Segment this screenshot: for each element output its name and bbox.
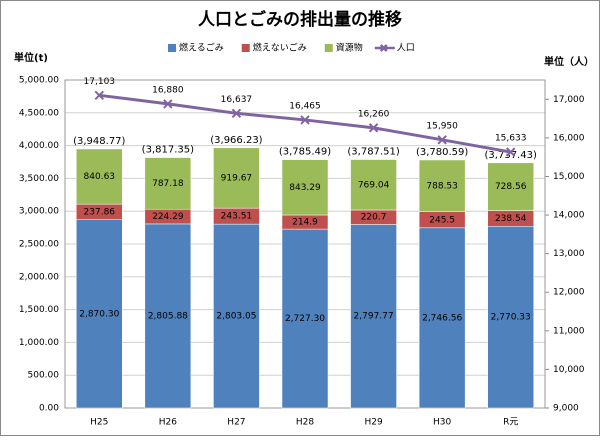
y-tick-label: 2,500.00 (19, 240, 59, 250)
y-tick-label: 5,000.00 (19, 76, 59, 86)
data-label: 728.56 (495, 182, 527, 192)
bar-segment (76, 219, 123, 409)
y2-tick-label: 17,000 (553, 95, 585, 105)
y-tick-label: 3,500.00 (19, 174, 59, 184)
legend-label: 燃えないごみ (253, 42, 307, 54)
data-label: 2,803.05 (216, 312, 256, 322)
line-label: 15,633 (495, 134, 527, 144)
total-label: (3,948.77) (73, 136, 125, 147)
legend-label: 燃えるごみ (179, 42, 224, 54)
bar-segment (213, 223, 260, 409)
data-label: 2,746.56 (422, 313, 462, 323)
line-label: 16,465 (289, 101, 321, 111)
line-label: 16,260 (358, 109, 390, 119)
y-tick-label: 1,500.00 (19, 305, 59, 315)
line-marker (437, 135, 447, 145)
y2-tick-label: 9,000 (553, 404, 579, 414)
bar-segment (418, 159, 466, 212)
legend-swatch (374, 44, 395, 52)
bar-segment (144, 157, 192, 210)
line-label: 15,950 (426, 121, 458, 131)
y-tick-label: 4,000.00 (19, 141, 59, 151)
bar-segment (487, 162, 534, 211)
line-marker (368, 123, 379, 133)
data-label: 788.53 (426, 181, 458, 191)
legend-swatch (168, 44, 176, 52)
y2-tick-label: 10,000 (553, 365, 585, 375)
data-label: 2,870.30 (79, 309, 119, 319)
y2-tick-label: 11,000 (553, 326, 585, 336)
total-label: (3,780.59) (416, 147, 468, 158)
x-tick-label: H27 (227, 418, 245, 428)
bar-segment (281, 228, 329, 409)
y2-tick-label: 12,000 (553, 288, 585, 298)
y2-tick-label: 15,000 (553, 172, 585, 182)
data-label: 214.9 (292, 218, 318, 228)
data-label: 2,805.88 (148, 311, 188, 321)
data-label: 840.63 (84, 172, 116, 182)
y-tick-label: 500.00 (28, 371, 60, 381)
line-marker (94, 90, 104, 101)
legend-swatch (241, 44, 250, 52)
x-tick-label: H26 (159, 418, 177, 428)
line-marker (163, 99, 173, 109)
data-label: 243.51 (221, 212, 253, 222)
y-tick-label: 2,000.00 (19, 272, 59, 282)
chart-title: 人口とごみの排出量の推移 (198, 9, 402, 30)
y-tick-label: 4,500.00 (19, 108, 59, 118)
x-tick-label: H28 (296, 418, 314, 428)
y-tick-label: 1,000.00 (19, 338, 59, 348)
y2-tick-label: 13,000 (553, 249, 585, 259)
legend-swatch (324, 44, 333, 52)
line-label: 17,103 (84, 77, 116, 87)
x-tick-label: H29 (364, 418, 382, 428)
line-marker (231, 108, 242, 119)
data-label: 245.5 (429, 215, 455, 225)
x-tick-label: R元 (503, 418, 518, 428)
legend-label: 人口 (397, 43, 415, 54)
total-label: (3,966.23) (210, 135, 262, 146)
y2-tick-label: 14,000 (553, 211, 585, 221)
bar-segment (76, 148, 123, 205)
bar-segment (350, 159, 397, 211)
y-unit: 単位(t) (14, 51, 48, 64)
data-label: 919.67 (221, 173, 253, 183)
data-label: 2,727.30 (285, 314, 325, 324)
data-label: 843.29 (289, 183, 321, 193)
bar-segment (144, 223, 192, 409)
total-label: (3,737.43) (485, 150, 537, 161)
legend-label: 資源物 (336, 42, 363, 54)
data-label: 2,770.33 (491, 313, 531, 323)
data-label: 769.04 (358, 180, 390, 190)
total-label: (3,787.51) (347, 147, 399, 158)
bar-segment (487, 226, 534, 409)
data-label: 238.54 (495, 214, 527, 224)
x-tick-label: H25 (90, 418, 108, 428)
data-label: 237.86 (84, 207, 116, 217)
line-marker (300, 115, 310, 125)
y-tick-label: 3,000.00 (19, 207, 59, 217)
y2-unit: 単位（人） (544, 55, 594, 68)
bar-segment (281, 159, 329, 216)
data-label: 2,797.77 (354, 312, 394, 322)
line-marker (506, 147, 516, 157)
data-label: 220.7 (361, 213, 387, 223)
y-tick-label: 0.00 (39, 404, 59, 414)
data-label: 224.29 (152, 212, 184, 222)
total-label: (3,785.49) (279, 147, 331, 158)
line-label: 16,637 (221, 95, 253, 105)
y2-tick-label: 16,000 (553, 133, 585, 143)
bar-segment (213, 147, 260, 209)
line-label: 16,880 (152, 85, 184, 95)
data-label: 787.18 (152, 179, 184, 189)
total-label: (3,817.35) (142, 145, 194, 156)
bar-segment (418, 227, 466, 409)
x-tick-label: H30 (433, 418, 451, 428)
bar-segment (350, 224, 397, 409)
